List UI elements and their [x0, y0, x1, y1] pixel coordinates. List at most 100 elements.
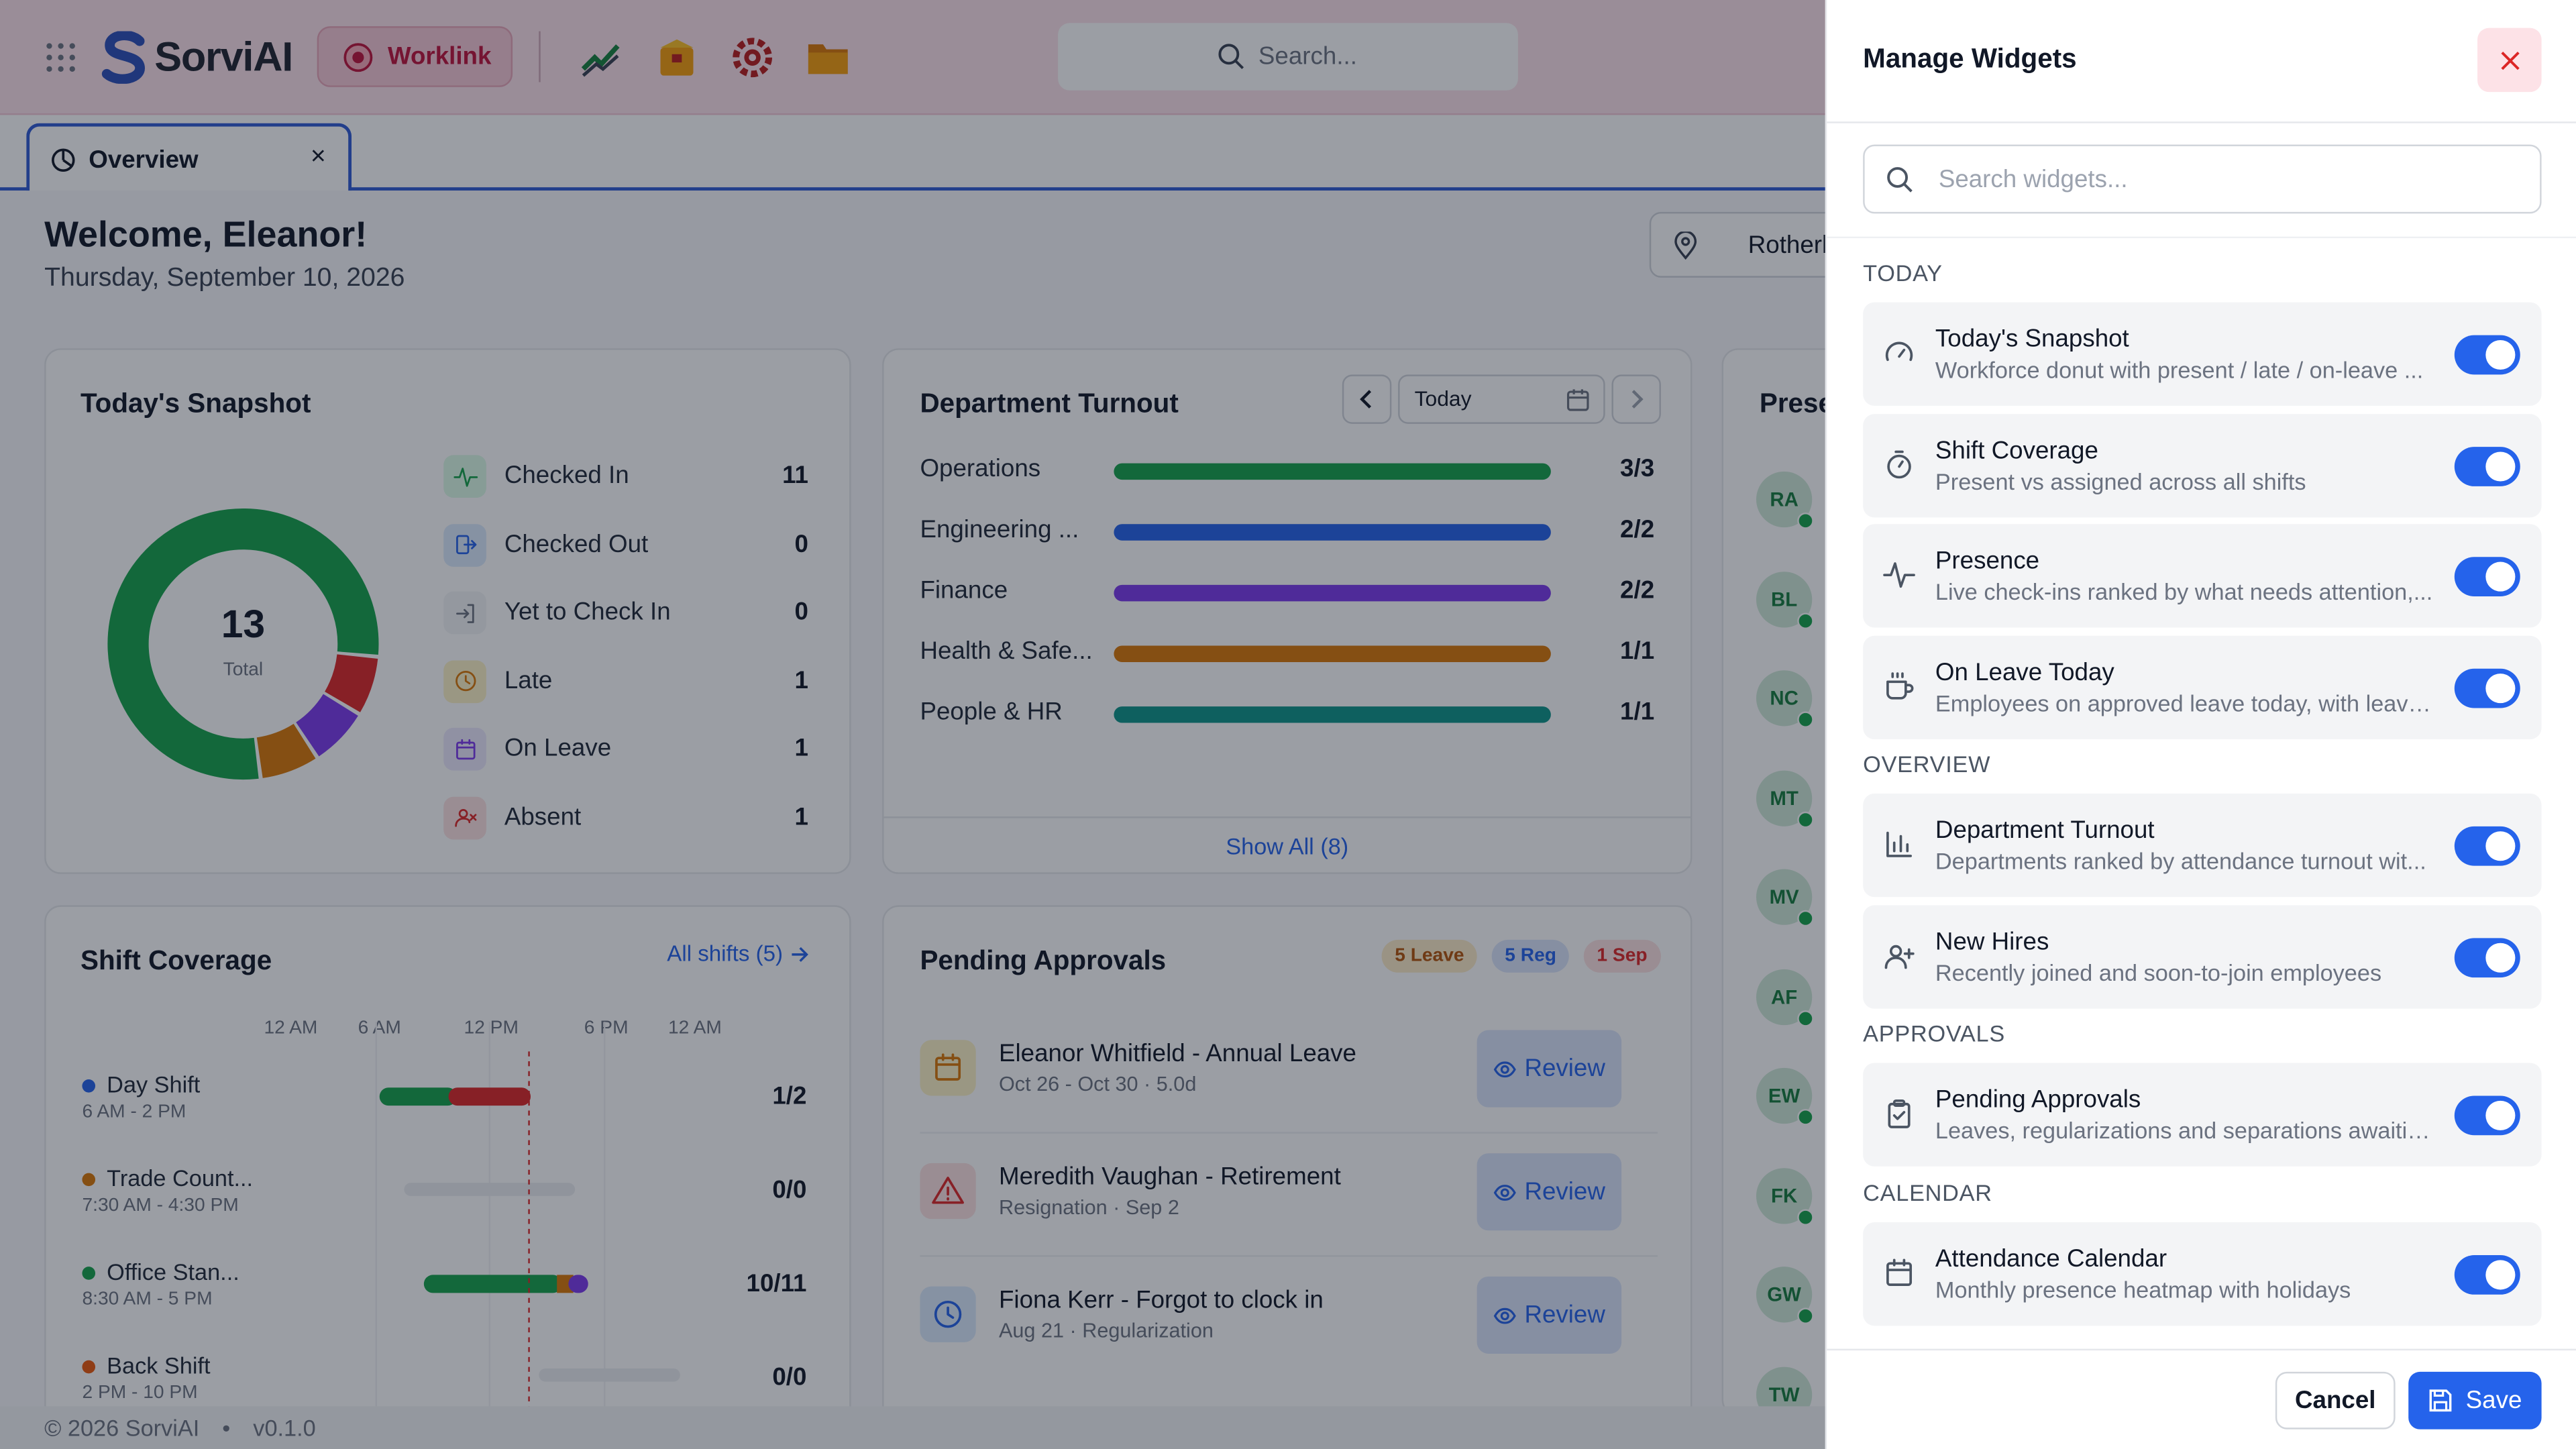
- presence-avatar[interactable]: MV: [1756, 869, 1814, 927]
- shift-time: 8:30 AM - 5 PM: [82, 1289, 213, 1309]
- widget-item[interactable]: Presence Live check-ins ranked by what ne…: [1863, 524, 2542, 628]
- widget-name: Presence: [1935, 547, 2040, 576]
- presence-avatar[interactable]: MT: [1756, 769, 1814, 828]
- logo-icon: [101, 31, 145, 84]
- worklink-module-button[interactable]: Worklink: [317, 26, 513, 87]
- bar-chart-icon: [1883, 828, 1916, 861]
- widget-enabled-toggle[interactable]: [2454, 667, 2520, 708]
- widget-description: Leaves, regularizations and separations …: [1935, 1117, 2436, 1144]
- donut-segment-on-leave: [295, 693, 358, 757]
- snapshot-row-value: 1: [794, 802, 808, 830]
- prev-day-button[interactable]: [1342, 374, 1392, 424]
- widget-description: Employees on approved leave today, with …: [1935, 689, 2436, 716]
- widget-enabled-toggle[interactable]: [2454, 937, 2520, 977]
- shift-bar-empty: [404, 1183, 576, 1196]
- module-label: Worklink: [387, 42, 492, 71]
- widget-search-input[interactable]: [1938, 165, 2481, 193]
- next-day-button[interactable]: [1611, 374, 1661, 424]
- widget-enabled-toggle[interactable]: [2454, 1095, 2520, 1136]
- time-axis-label: 12 AM: [264, 1018, 318, 1038]
- snapshot-row-value: 1: [794, 666, 808, 694]
- widget-enabled-toggle[interactable]: [2454, 826, 2520, 866]
- user-plus-icon: [1883, 939, 1916, 972]
- widget-search-field[interactable]: [1863, 144, 2542, 214]
- cancel-button[interactable]: Cancel: [2275, 1371, 2396, 1430]
- snapshot-row-label: On Leave: [504, 734, 612, 763]
- turnout-bar-track: [1114, 706, 1551, 723]
- card-title: Shift Coverage: [80, 946, 272, 976]
- department-turnout-card: Department Turnout Today Operations 3/3 En…: [882, 348, 1693, 874]
- log-out-icon: [443, 523, 486, 566]
- widget-enabled-toggle[interactable]: [2454, 1254, 2520, 1294]
- widget-enabled-toggle[interactable]: [2454, 335, 2520, 375]
- widget-description: Present vs assigned across all shifts: [1935, 467, 2306, 494]
- app-grid-icon[interactable]: [44, 41, 77, 74]
- card-title: Today's Snapshot: [80, 389, 311, 419]
- widget-item[interactable]: Pending Approvals Leaves, regularizations…: [1863, 1063, 2542, 1167]
- all-shifts-link[interactable]: All shifts (5): [667, 941, 809, 966]
- snapshot-row: Checked In 11: [443, 455, 808, 501]
- card-title: Pending Approvals: [920, 946, 1167, 976]
- widget-enabled-toggle[interactable]: [2454, 445, 2520, 486]
- presence-avatar[interactable]: EW: [1756, 1067, 1814, 1126]
- shift-color-dot: [82, 1173, 96, 1187]
- close-panel-button[interactable]: [2477, 28, 2542, 93]
- review-button[interactable]: Review: [1477, 1153, 1622, 1231]
- turnout-bar-track: [1114, 584, 1551, 602]
- presence-avatar[interactable]: GW: [1756, 1267, 1814, 1324]
- review-button[interactable]: Review: [1477, 1030, 1622, 1108]
- tab-close-icon[interactable]: ×: [310, 143, 326, 171]
- review-button[interactable]: Review: [1477, 1276, 1622, 1354]
- donut-segment-checked-in: [107, 508, 379, 780]
- log-in-icon: [443, 591, 486, 635]
- snapshot-card: Today's Snapshot 13 Total Checked In 11 Ch…: [44, 348, 851, 874]
- shift-coverage-value: 0/0: [772, 1363, 807, 1392]
- date-picker[interactable]: Today: [1398, 374, 1605, 424]
- snapshot-row-label: Late: [504, 666, 553, 694]
- shift-color-dot: [82, 1360, 96, 1374]
- widget-item[interactable]: Department Turnout Departments ranked by …: [1863, 793, 2542, 898]
- shift-time: 2 PM - 10 PM: [82, 1383, 198, 1403]
- settings-gear-icon[interactable]: [729, 34, 775, 80]
- widget-list[interactable]: TODAY Today's Snapshot Workforce donut wit…: [1827, 236, 2576, 1349]
- show-all-link[interactable]: Show All (8): [1226, 833, 1349, 859]
- presence-avatar[interactable]: BL: [1756, 571, 1814, 629]
- widget-item[interactable]: New Hires Recently joined and soon-to-joi…: [1863, 904, 2542, 1008]
- clock-icon: [920, 1286, 976, 1342]
- shift-bar-absent: [448, 1087, 531, 1106]
- widget-item[interactable]: Today's Snapshot Workforce donut with pre…: [1863, 302, 2542, 406]
- widget-item[interactable]: Attendance Calendar Monthly presence heat…: [1863, 1221, 2542, 1326]
- tab-overview[interactable]: Overview ×: [26, 123, 352, 194]
- global-search[interactable]: Search...: [1058, 23, 1518, 91]
- activity-icon: [1883, 559, 1916, 592]
- modal-backdrop[interactable]: [0, 0, 1825, 1449]
- presence-avatar[interactable]: NC: [1756, 670, 1814, 728]
- trending-icon[interactable]: [580, 36, 623, 79]
- presence-avatar[interactable]: RA: [1756, 471, 1814, 529]
- shift-coverage-value: 1/2: [772, 1082, 807, 1111]
- shift-name: Day Shift: [107, 1071, 201, 1097]
- brand-logo[interactable]: SorviAI: [100, 31, 293, 84]
- dashboard-icon: [52, 148, 75, 172]
- turnout-bar-fill: [1114, 463, 1551, 480]
- folder-icon[interactable]: [806, 38, 849, 77]
- widget-item[interactable]: On Leave Today Employees on approved leav…: [1863, 635, 2542, 739]
- widget-name: Attendance Calendar: [1935, 1244, 2167, 1273]
- presence-avatar[interactable]: FK: [1756, 1167, 1814, 1225]
- department-value: 2/2: [1620, 576, 1655, 605]
- clock-icon: [443, 659, 486, 702]
- shift-coverage-value: 0/0: [772, 1176, 807, 1205]
- shift-coverage-card: Shift Coverage All shifts (5) 12 AM 6 AM 1…: [44, 905, 851, 1433]
- department-label: Engineering ...: [920, 515, 1079, 544]
- presence-avatar[interactable]: AF: [1756, 968, 1814, 1026]
- turnout-bar-fill: [1114, 645, 1551, 662]
- snapshot-row-value: 1: [794, 734, 808, 763]
- save-button[interactable]: Save: [2408, 1371, 2542, 1430]
- snapshot-row-value: 0: [794, 598, 808, 627]
- department-value: 3/3: [1620, 455, 1655, 484]
- widget-item[interactable]: Shift Coverage Present vs assigned across…: [1863, 413, 2542, 517]
- widget-enabled-toggle[interactable]: [2454, 557, 2520, 596]
- package-icon[interactable]: [655, 34, 698, 80]
- map-pin-icon: [1674, 231, 1697, 260]
- widget-name: Pending Approvals: [1935, 1085, 2141, 1114]
